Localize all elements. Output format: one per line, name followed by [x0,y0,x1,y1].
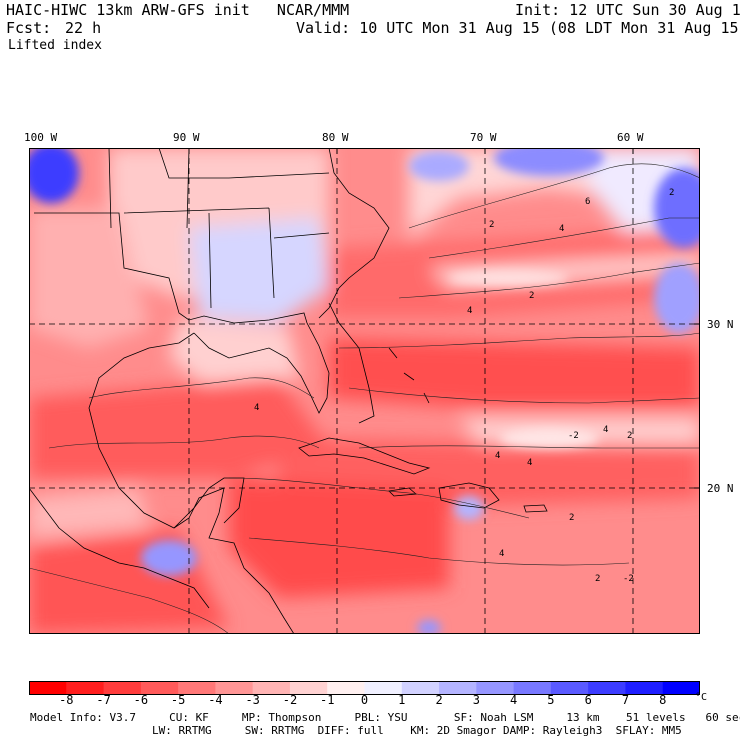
contour-label: 2 [627,431,632,441]
colorbar-cell [29,681,67,695]
colorbar-tick-label: -3 [245,693,260,707]
colorbar-cell [439,681,477,695]
colorbar-tick-label: 4 [510,693,518,707]
colorbar-tick-label: 1 [398,693,406,707]
contour-label: 6 [585,197,590,207]
contour-label: 2 [489,220,494,230]
lon-label-80w: 80 W [322,131,349,144]
colorbar-cell [625,681,664,695]
colorbar-tick-label: 0 [360,693,369,707]
contour-label: 4 [467,306,472,316]
contour-label: -2 [568,431,579,441]
colorbar-tick-label: -6 [133,693,149,707]
lat-label-30n: 30 N [707,318,734,331]
colorbar-tick-label: -1 [320,693,335,707]
colorbar-unit: °C [695,692,708,703]
contour-label: 4 [254,403,259,413]
contour-label: 4 [499,549,504,559]
colorbar-cell [289,681,328,695]
colorbar-tick-label: -8 [59,693,74,707]
model-info-line-1: Model Info: V3.7 CU: KF MP: Thompson PBL… [30,711,740,724]
contour-label: 4 [495,451,500,461]
contour-label: 2 [669,188,674,198]
model-title: HAIC-HIWC 13km ARW-GFS init NCAR/MMM [6,1,350,19]
init-time: Init: 12 UTC Sun 30 Aug 15 [515,1,740,19]
forecast-label: Fcst: [6,19,52,37]
colorbar-cell [215,681,254,695]
contour-label: 4 [603,425,608,435]
colorbar-tick-label: -5 [170,693,186,707]
colorbar-cell [588,681,626,695]
lon-label-90w: 90 W [173,131,200,144]
lon-label-100w: 100 W [24,131,58,144]
colorbar-cell [103,681,142,695]
colorbar-tick-label: -4 [208,693,223,707]
contour-label: -2 [623,574,634,584]
colorbar-tick-label: -7 [96,693,111,707]
colorbar-cell [140,681,179,695]
lifted-index-map: 2 4 6 2 4 2 4 -2 4 2 4 4 2 -2 2 4 [29,148,700,634]
colorbar-cell [662,681,700,695]
lat-label-20n: 20 N [707,482,734,495]
field-name: Lifted index [8,38,102,53]
contour-label: 2 [569,513,574,523]
colorbar-cell [476,681,515,695]
contour-label: 4 [527,458,532,468]
colorbar-cell [178,681,216,695]
model-info-line-2: LW: RRTMG SW: RRTMG DIFF: full KM: 2D Sm… [152,724,682,737]
contour-label: 2 [529,291,534,301]
colorbar-tick-label: -2 [282,693,298,707]
colorbar-tick-label: 3 [472,693,480,707]
colorbar [29,681,700,695]
colorbar-tick-label: 7 [621,693,630,707]
colorbar-tick-label: 6 [584,693,592,707]
colorbar-tick-label: 8 [659,693,667,707]
colorbar-cell [252,681,291,695]
contour-label: 4 [559,224,564,234]
forecast-hour: 22 h [65,19,102,37]
colorbar-tick-label: 2 [435,693,443,707]
colorbar-cell [364,681,403,695]
lon-label-70w: 70 W [470,131,497,144]
colorbar-cell [550,681,589,695]
colorbar-tick-label: 5 [547,693,555,707]
colorbar-cell [327,681,365,695]
contour-label: 2 [595,574,600,584]
colorbar-cell [66,681,105,695]
colorbar-cell [401,681,440,695]
valid-time: Valid: 10 UTC Mon 31 Aug 15 (08 LDT Mon … [296,19,740,37]
lon-label-60w: 60 W [617,131,644,144]
colorbar-cell [513,681,552,695]
